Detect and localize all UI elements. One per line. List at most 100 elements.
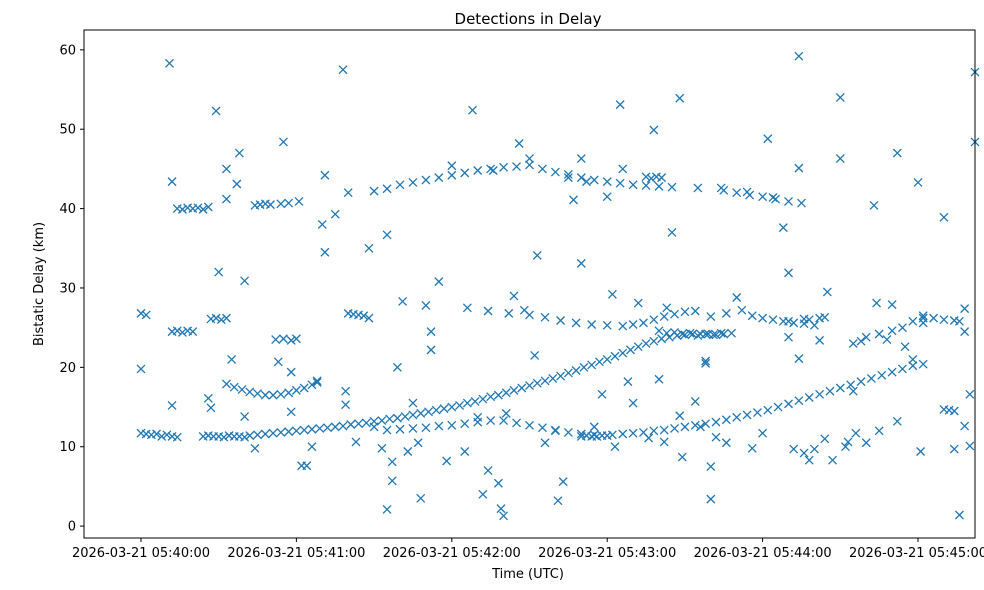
data-point-marker [537, 164, 547, 174]
data-point-marker [408, 424, 418, 433]
data-point-marker [602, 192, 612, 202]
data-point-marker [237, 385, 247, 395]
data-point-marker [887, 367, 897, 377]
data-point-marker [569, 195, 578, 205]
data-point-marker [727, 328, 736, 338]
data-point-marker [532, 250, 542, 260]
data-point-marker [804, 315, 814, 325]
y-tick-label: 0 [68, 520, 76, 535]
data-point-marker [556, 371, 566, 381]
data-point-marker [579, 362, 589, 372]
y-tick-label: 20 [59, 361, 76, 376]
data-point-marker [177, 327, 187, 337]
data-point-marker [628, 398, 638, 408]
data-point-marker [240, 412, 250, 422]
data-point-marker [341, 386, 351, 396]
data-point-marker [856, 336, 866, 346]
data-point-marker [615, 100, 625, 110]
data-point-marker [848, 386, 858, 396]
data-point-marker [747, 311, 757, 321]
data-point-marker [918, 318, 928, 328]
data-point-marker [949, 444, 959, 454]
data-point-marker [794, 51, 804, 61]
data-point-marker [532, 378, 542, 388]
data-point-marker [540, 312, 550, 322]
data-point-marker [504, 308, 514, 318]
data-point-marker [892, 148, 902, 158]
data-point-marker [400, 412, 410, 422]
data-point-marker [768, 315, 778, 325]
data-point-marker [841, 442, 850, 452]
data-point-marker [898, 323, 907, 333]
data-point-marker [742, 410, 752, 420]
data-point-marker [330, 422, 340, 432]
data-point-marker [908, 316, 918, 326]
data-point-marker [157, 431, 167, 441]
data-point-marker [320, 247, 330, 257]
data-point-marker [815, 389, 825, 399]
data-point-marker [299, 383, 309, 393]
data-point-marker [809, 444, 819, 454]
data-point-marker [338, 65, 348, 75]
data-point-marker [398, 297, 408, 306]
data-point-marker [763, 134, 773, 144]
data-point-marker [385, 414, 395, 424]
data-point-marker [203, 202, 213, 212]
data-point-marker [918, 359, 928, 369]
data-point-marker [315, 424, 325, 433]
data-point-marker [211, 106, 221, 116]
data-point-marker [680, 307, 690, 317]
data-point-marker [273, 357, 283, 367]
data-point-marker [610, 442, 620, 452]
data-point-marker [294, 196, 304, 206]
data-point-marker [478, 489, 488, 499]
data-point-marker [882, 335, 892, 345]
data-point-marker [488, 166, 498, 175]
data-point-marker [797, 198, 806, 208]
data-point-marker [747, 443, 757, 453]
data-point-marker [317, 220, 327, 229]
data-point-marker [784, 196, 793, 206]
data-point-marker [708, 330, 718, 340]
data-point-marker [291, 426, 301, 436]
data-point-marker [693, 183, 703, 193]
data-point-marker [245, 431, 255, 441]
data-point-marker [221, 164, 231, 174]
data-point-marker [582, 177, 591, 187]
data-point-marker [276, 199, 286, 209]
data-point-marker [866, 373, 876, 383]
data-point-marker [835, 383, 845, 393]
data-point-marker [395, 424, 405, 434]
data-point-marker [276, 389, 286, 399]
data-point-marker [804, 393, 814, 402]
data-point-marker [618, 164, 628, 174]
data-point-marker [299, 425, 309, 435]
data-point-marker [758, 428, 768, 438]
y-tick-label: 10 [59, 440, 76, 455]
data-point-marker [939, 315, 949, 325]
data-point-marker [468, 105, 477, 115]
data-point-marker [172, 432, 182, 442]
x-axis-label: Time (UTC) [491, 567, 564, 582]
data-point-marker [949, 406, 959, 416]
data-point-marker [162, 430, 172, 440]
data-point-marker [846, 380, 856, 390]
data-point-marker [737, 305, 747, 315]
data-point-marker [719, 329, 729, 339]
data-point-marker [136, 364, 146, 374]
data-point-marker [773, 402, 783, 412]
data-point-marker [478, 394, 488, 404]
data-point-marker [240, 276, 250, 286]
data-point-marker [701, 329, 711, 339]
data-point-marker [312, 376, 322, 386]
plot-frame [83, 29, 976, 539]
data-point-marker [486, 416, 496, 425]
data-point-marker [815, 335, 825, 345]
data-point-marker [364, 243, 374, 253]
data-point-marker [877, 370, 887, 380]
data-point-marker [260, 429, 270, 439]
data-point-marker [784, 332, 793, 342]
data-point-marker [286, 367, 296, 377]
data-point-marker [835, 93, 845, 102]
data-point-marker [447, 402, 457, 412]
